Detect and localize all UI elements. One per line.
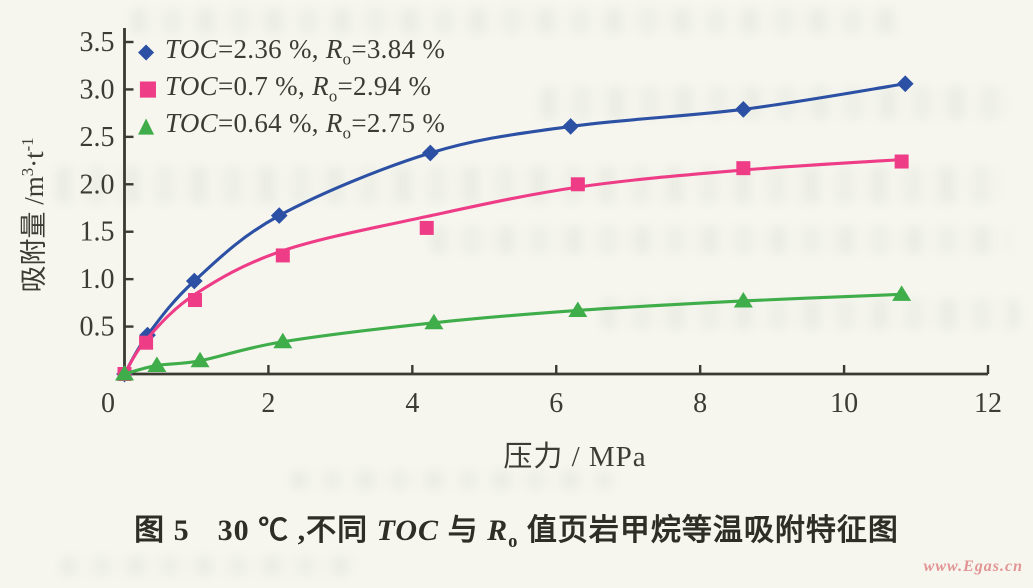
- diamond-marker-icon: ◆: [138, 41, 165, 62]
- watermark: www.Egas.cn: [924, 558, 1023, 576]
- data-point-square: [571, 177, 585, 191]
- data-point-square: [276, 248, 290, 262]
- y-axis-title: 吸附量 /m3·t-1: [12, 84, 48, 346]
- x-tick-label: 12: [974, 388, 1002, 419]
- y-tick-label: 2.5: [80, 122, 115, 153]
- legend-label: TOC=2.36 %, Ro=3.84 %: [165, 34, 445, 69]
- chart-legend: ◆ TOC=2.36 %, Ro=3.84 % ■ TOC=0.7 %, Ro=…: [138, 33, 445, 144]
- data-point-square: [895, 155, 909, 169]
- data-point-square: [420, 221, 434, 235]
- legend-item: ■ TOC=0.7 %, Ro=2.94 %: [138, 70, 445, 107]
- x-tick-label: 2: [261, 388, 275, 419]
- y-tick-label: 2.0: [80, 169, 115, 200]
- data-point-square: [139, 336, 153, 350]
- x-tick-label: 4: [405, 388, 419, 419]
- y-tick-label: 0.5: [80, 312, 115, 343]
- triangle-marker-icon: ▲: [138, 115, 165, 136]
- figure-number: 图 5: [134, 514, 190, 547]
- legend-item: ▲ TOC=0.64 %, Ro=2.75 %: [138, 107, 445, 144]
- figure-page: 0 2 4 6 8 10 12 0.5 1.0 1.5 2.0 2.5 3.0 3.5 ◆ TOC=2.3…: [0, 0, 1033, 588]
- figure-caption: 图 530 ℃ ,不同 TOC 与 Ro 值页岩甲烷等温吸附特征图: [0, 505, 1033, 553]
- data-point-diamond: [271, 207, 288, 224]
- data-point-diamond: [562, 118, 579, 135]
- bleedthrough-artifact: [60, 556, 360, 576]
- y-tick-label: 3.5: [80, 27, 115, 58]
- y-tick-label: 1.5: [80, 217, 115, 248]
- series-2-curve: [125, 294, 902, 374]
- origin-tick-label: 0: [101, 388, 115, 419]
- legend-item: ◆ TOC=2.36 %, Ro=3.84 %: [138, 33, 445, 70]
- data-point-diamond: [735, 101, 752, 118]
- series-1-curve: [125, 160, 902, 374]
- y-tick-label: 3.0: [80, 74, 115, 105]
- legend-label: TOC=0.64 %, Ro=2.75 %: [165, 108, 445, 143]
- data-point-diamond: [897, 75, 914, 92]
- x-tick-label: 10: [830, 388, 858, 419]
- x-tick-label: 8: [693, 388, 707, 419]
- x-tick-label: 6: [549, 388, 563, 419]
- data-point-square: [736, 161, 750, 175]
- y-tick-label: 1.0: [80, 264, 115, 295]
- legend-label: TOC=0.7 %, Ro=2.94 %: [165, 71, 431, 106]
- data-point-diamond: [422, 145, 439, 162]
- x-axis-title: 压力 / MPa: [430, 433, 720, 475]
- data-point-square: [188, 293, 202, 307]
- square-marker-icon: ■: [138, 78, 165, 99]
